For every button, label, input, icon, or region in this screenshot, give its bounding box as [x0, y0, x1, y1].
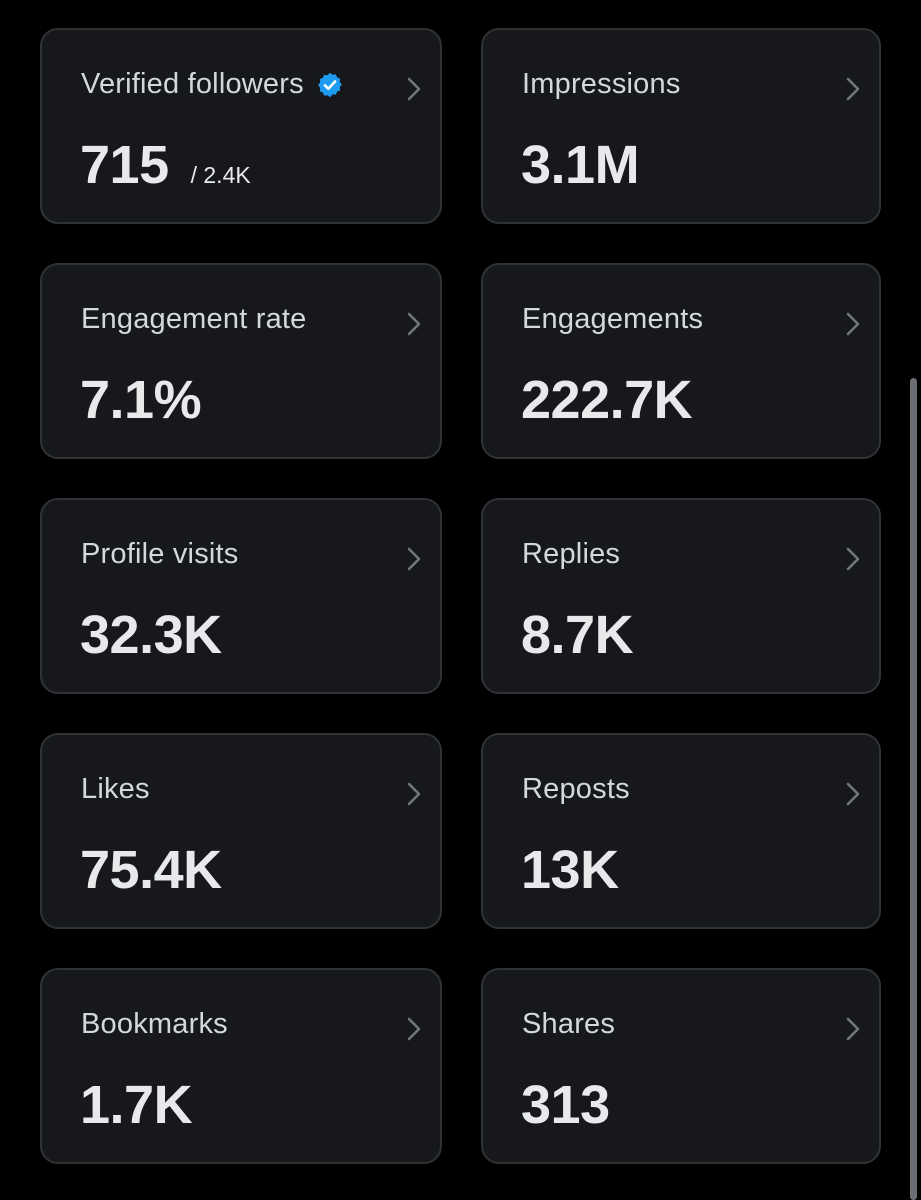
- metric-card-reposts[interactable]: Reposts 13K: [481, 733, 881, 929]
- metric-value-row: 7.1%: [80, 369, 202, 431]
- metric-card-impressions[interactable]: Impressions 3.1M: [481, 28, 881, 224]
- metric-value-row: 1.7K: [80, 1074, 193, 1136]
- metric-label: Engagement rate: [81, 303, 307, 335]
- metric-card-shares[interactable]: Shares 313: [481, 968, 881, 1164]
- metric-label: Verified followers: [81, 68, 304, 100]
- metric-card-verified-followers[interactable]: Verified followers 715 / 2.4K: [40, 28, 442, 224]
- metric-card-engagement-rate[interactable]: Engagement rate 7.1%: [40, 263, 442, 459]
- metric-total: / 2.4K: [190, 162, 251, 188]
- metric-label: Impressions: [522, 68, 681, 100]
- metric-value: 13K: [521, 840, 619, 900]
- metric-card-engagements[interactable]: Engagements 222.7K: [481, 263, 881, 459]
- metric-value: 1.7K: [80, 1075, 193, 1135]
- chevron-right-icon: [846, 312, 860, 336]
- analytics-metrics-grid: Verified followers 715 / 2.4K Impression…: [40, 28, 881, 1164]
- chevron-right-icon: [846, 782, 860, 806]
- metric-label: Likes: [81, 773, 150, 805]
- chevron-right-icon: [407, 1017, 421, 1041]
- metric-value: 715: [80, 135, 169, 195]
- metric-label: Shares: [522, 1008, 616, 1040]
- verified-badge-icon: [316, 71, 344, 99]
- metric-card-bookmarks[interactable]: Bookmarks 1.7K: [40, 968, 442, 1164]
- metric-value-row: 13K: [521, 839, 619, 901]
- metric-label: Replies: [522, 538, 621, 570]
- metric-value-row: 8.7K: [521, 604, 634, 666]
- metric-value: 7.1%: [80, 370, 202, 430]
- metric-card-likes[interactable]: Likes 75.4K: [40, 733, 442, 929]
- metric-label: Engagements: [522, 303, 704, 335]
- metric-card-replies[interactable]: Replies 8.7K: [481, 498, 881, 694]
- metric-value-row: 313: [521, 1074, 610, 1136]
- chevron-right-icon: [846, 1017, 860, 1041]
- scrollbar[interactable]: [910, 378, 917, 1200]
- metric-value: 32.3K: [80, 605, 222, 665]
- metric-value: 222.7K: [521, 370, 693, 430]
- metric-value: 75.4K: [80, 840, 222, 900]
- metric-label: Reposts: [522, 773, 630, 805]
- metric-value-row: 32.3K: [80, 604, 222, 666]
- metric-value-row: 715 / 2.4K: [80, 134, 251, 196]
- metric-card-profile-visits[interactable]: Profile visits 32.3K: [40, 498, 442, 694]
- metric-value-row: 222.7K: [521, 369, 693, 431]
- metric-value-row: 75.4K: [80, 839, 222, 901]
- chevron-right-icon: [407, 77, 421, 101]
- metric-value: 8.7K: [521, 605, 634, 665]
- chevron-right-icon: [846, 547, 860, 571]
- chevron-right-icon: [407, 782, 421, 806]
- metric-value: 313: [521, 1075, 610, 1135]
- metric-label: Profile visits: [81, 538, 239, 570]
- metric-label: Bookmarks: [81, 1008, 228, 1040]
- metric-value: 3.1M: [521, 135, 640, 195]
- chevron-right-icon: [407, 547, 421, 571]
- chevron-right-icon: [407, 312, 421, 336]
- metric-value-row: 3.1M: [521, 134, 640, 196]
- chevron-right-icon: [846, 77, 860, 101]
- metric-label-row: Verified followers: [81, 68, 344, 101]
